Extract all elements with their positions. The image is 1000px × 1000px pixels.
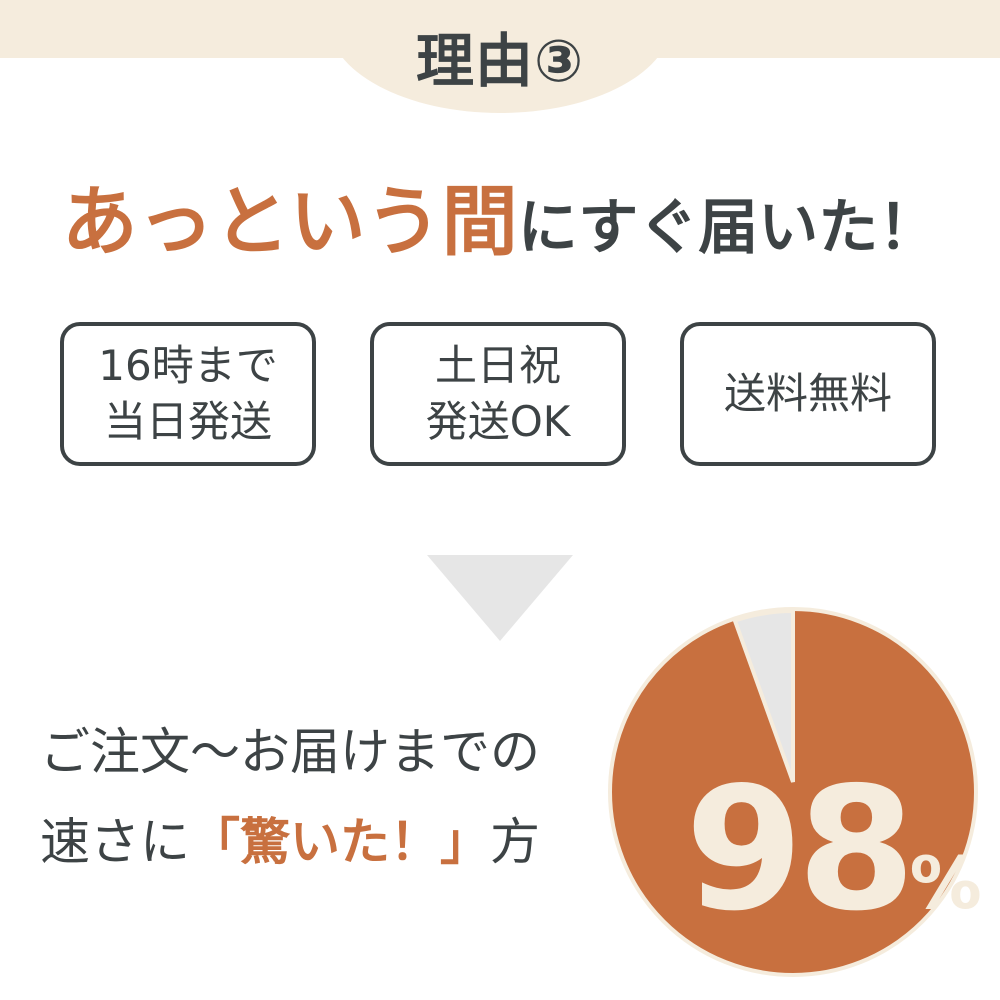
feature-weekend: 土日祝 発送OK [370,322,626,466]
headline: あっという間にすぐ届いた！ [0,160,1000,270]
percent-number: 98 [685,751,916,949]
feature-same-day: 16時まで 当日発送 [60,322,316,466]
headline-emphasis: あっという間 [61,177,518,266]
statement-suffix: 方 [490,813,540,871]
statement-line-2: 速さに「驚いた！」方 [40,802,540,874]
percent-unit: % [909,841,982,925]
pie-chart [608,607,978,977]
pie-slice-rest [732,608,795,783]
headline-rest: にすぐ届いた！ [517,193,939,263]
down-arrow-icon [427,555,573,641]
statement-highlight: 「驚いた！」 [190,813,490,871]
feature-line: 土日祝 [434,341,561,390]
feature-line: 当日発送 [103,397,272,446]
percent-label: 98% [685,765,982,968]
feature-line: 16時まで [98,341,278,390]
reason-title: 理由③ [415,27,585,95]
feature-free-shipping: 送料無料 [680,322,936,466]
statement-prefix: 速さに [40,813,190,871]
statement-line-1: ご注文〜お届けまでの [40,723,540,781]
feature-line: 発送OK [425,397,571,446]
feature-line: 送料無料 [723,369,892,418]
